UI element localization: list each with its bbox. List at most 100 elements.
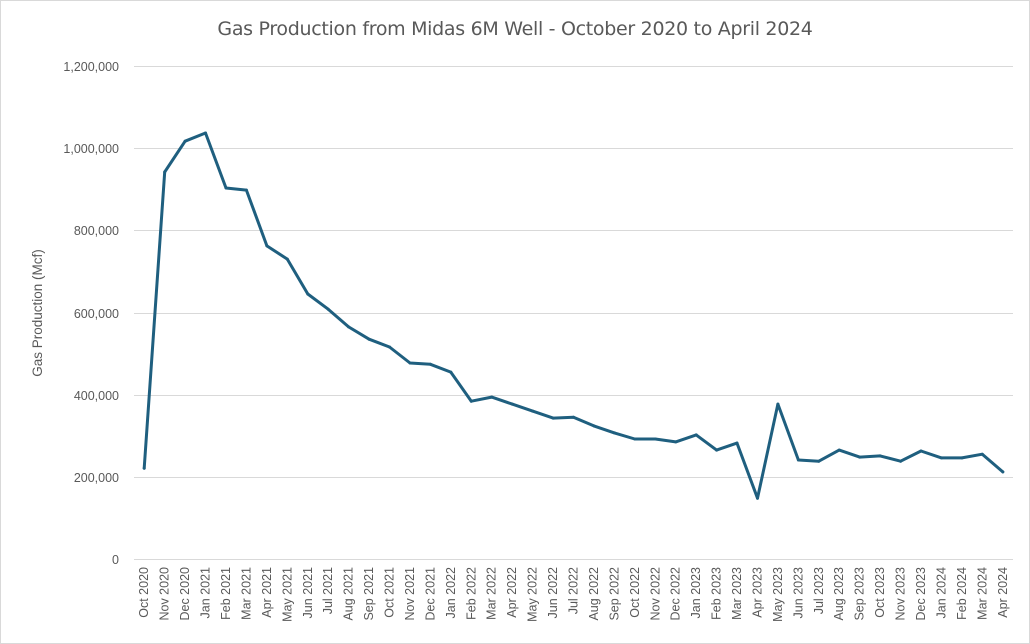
data-point [367,337,371,341]
x-tick-label: Jun 2023 [791,567,805,618]
y-axis-label: Gas Production (Mcf) [30,249,45,377]
x-tick-label: Feb 2022 [464,567,478,620]
x-tick-label: Jan 2022 [444,567,458,618]
data-point [980,452,984,456]
x-tick-label: May 2023 [771,567,785,622]
x-tick-label: Mar 2021 [239,567,253,620]
x-tick-label: Jan 2021 [199,567,213,618]
x-tick-label: Nov 2020 [158,567,172,621]
data-point [265,244,269,248]
data-point [858,455,862,459]
data-point [142,466,146,470]
x-tick-label: Jun 2021 [301,567,315,618]
x-tick-label: Jan 2023 [689,567,703,618]
data-point [183,139,187,143]
data-point [674,440,678,444]
x-tick-label: Feb 2024 [955,567,969,620]
data-point [735,441,739,445]
data-point [531,409,535,413]
x-tick-label: Mar 2022 [485,567,499,620]
data-point [715,448,719,452]
x-tick-label: Oct 2023 [873,567,887,618]
data-point [408,361,412,365]
x-tick-label: Apr 2021 [260,567,274,618]
chart-title: Gas Production from Midas 6M Well - Octo… [217,18,813,40]
data-point [960,456,964,460]
x-tick-label: Jul 2023 [812,567,826,614]
x-tick-label: Aug 2022 [587,567,601,621]
x-tick-label: Jan 2024 [935,567,949,618]
data-point [388,345,391,349]
x-tick-label: Aug 2023 [832,567,846,621]
data-point [817,459,821,463]
series-gas-production [142,131,1005,500]
data-point [837,448,841,452]
series-line [142,131,1005,500]
y-tick-label: 800,000 [74,224,119,238]
x-tick-label: Oct 2020 [137,567,151,618]
gridlines [134,66,1013,560]
data-point [244,188,248,192]
data-point [1001,470,1005,474]
x-tick-label: May 2021 [280,567,294,622]
x-tick-label: Oct 2021 [383,567,397,618]
x-tick-label: Oct 2022 [628,567,642,618]
y-tick-label: 600,000 [74,307,119,321]
x-tick-label: Dec 2022 [669,567,683,621]
data-point [633,437,637,441]
data-point [796,458,800,462]
y-tick-label: 0 [112,553,119,567]
data-point [306,292,310,296]
x-tick-label: Sep 2021 [362,567,376,621]
data-point [204,131,207,135]
x-tick-label: Nov 2023 [894,567,908,621]
x-tick-label: Apr 2023 [751,567,765,618]
x-tick-label: Feb 2023 [710,567,724,620]
data-point [572,415,575,419]
x-tick-label: Feb 2021 [219,567,233,620]
x-tick-label: Dec 2023 [914,567,928,621]
x-tick-label: Jun 2022 [546,567,560,618]
data-point [510,402,514,406]
data-point [899,459,903,463]
x-tick-label: Sep 2023 [853,567,867,621]
data-point [285,257,289,261]
x-tick-label: Jul 2021 [321,567,335,614]
data-point [940,456,943,460]
data-point [163,170,167,174]
data-point [612,431,616,435]
data-point [551,416,555,420]
x-tick-label: Nov 2021 [403,567,417,621]
data-point [490,395,494,399]
y-tick-label: 1,200,000 [63,60,119,74]
x-tick-label: Dec 2021 [423,567,437,621]
data-point [776,402,780,406]
x-tick-label: Apr 2022 [505,567,519,618]
data-point [694,433,698,437]
data-point [224,186,228,190]
x-tick-label: Sep 2022 [607,567,621,621]
y-tick-label: 200,000 [74,471,119,485]
data-point [326,307,330,311]
x-tick-label: Aug 2021 [342,567,356,621]
data-point [919,449,923,453]
data-point [428,362,432,366]
x-tick-label: Mar 2024 [975,567,989,620]
y-tick-label: 400,000 [74,389,119,403]
y-tick-label: 1,000,000 [63,142,119,156]
y-axis-ticks: 0 200,000 400,000 600,000 800,000 1,000,000 1,… [63,60,119,567]
x-tick-label: Apr 2024 [996,567,1010,618]
x-tick-label: Mar 2023 [730,567,744,620]
data-point [347,325,351,329]
data-point [592,424,596,428]
data-point [469,399,473,403]
x-axis-ticks: Oct 2020 Nov 2020 Dec 2020 Jan 2021 Feb 2021… [137,567,1010,622]
x-tick-label: May 2022 [526,567,540,622]
data-point [756,496,759,500]
x-tick-label: Dec 2020 [178,567,192,621]
data-point [449,370,453,374]
x-tick-label: Nov 2022 [648,567,662,621]
data-point [878,454,882,458]
